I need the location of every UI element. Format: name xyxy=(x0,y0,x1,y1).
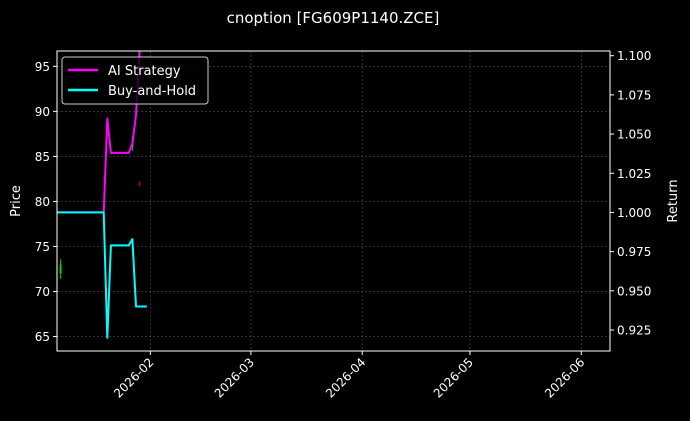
legend: AI Strategy Buy-and-Hold xyxy=(61,56,209,105)
y-tick-label: 65 xyxy=(35,330,50,344)
y-tick-label: 70 xyxy=(35,285,50,299)
y2-tick-label: 1.100 xyxy=(617,49,651,63)
y-tick-label: 80 xyxy=(35,195,50,209)
y2-tick-label: 1.050 xyxy=(617,128,651,142)
y2-tick-label: 1.075 xyxy=(617,88,651,102)
y2-tick-label: 1.025 xyxy=(617,167,651,181)
y2-tick-label: 0.975 xyxy=(617,245,651,259)
y2-tick-label: 0.950 xyxy=(617,284,651,298)
candle-body xyxy=(138,183,141,185)
candle-body xyxy=(59,264,62,274)
y2-tick-label: 1.000 xyxy=(617,206,651,220)
legend-box xyxy=(61,56,209,105)
series-line-0 xyxy=(57,50,141,214)
y-axis-right: 0.925 0.950 0.975 1.000 1.025 1.050 1.075 1.100 xyxy=(610,49,651,337)
chart-title: cnoption [FG609P1140.ZCE] xyxy=(227,9,440,27)
y2-tick-label: 0.925 xyxy=(617,323,651,337)
y-tick-label: 85 xyxy=(35,150,50,164)
series-lines xyxy=(57,50,147,339)
y-axis-left: 65 70 75 80 85 90 95 xyxy=(35,60,57,344)
y-axis-label: Price xyxy=(9,185,24,217)
y2-axis-label: Return xyxy=(666,179,681,222)
grid xyxy=(57,51,610,351)
y-tick-label: 95 xyxy=(35,60,50,74)
series-line-1 xyxy=(57,211,147,339)
y-tick-label: 75 xyxy=(35,240,50,254)
legend-label-buy-and-hold: Buy-and-Hold xyxy=(108,84,196,99)
legend-label-ai-strategy: AI Strategy xyxy=(108,64,181,79)
y-tick-label: 90 xyxy=(35,105,50,119)
